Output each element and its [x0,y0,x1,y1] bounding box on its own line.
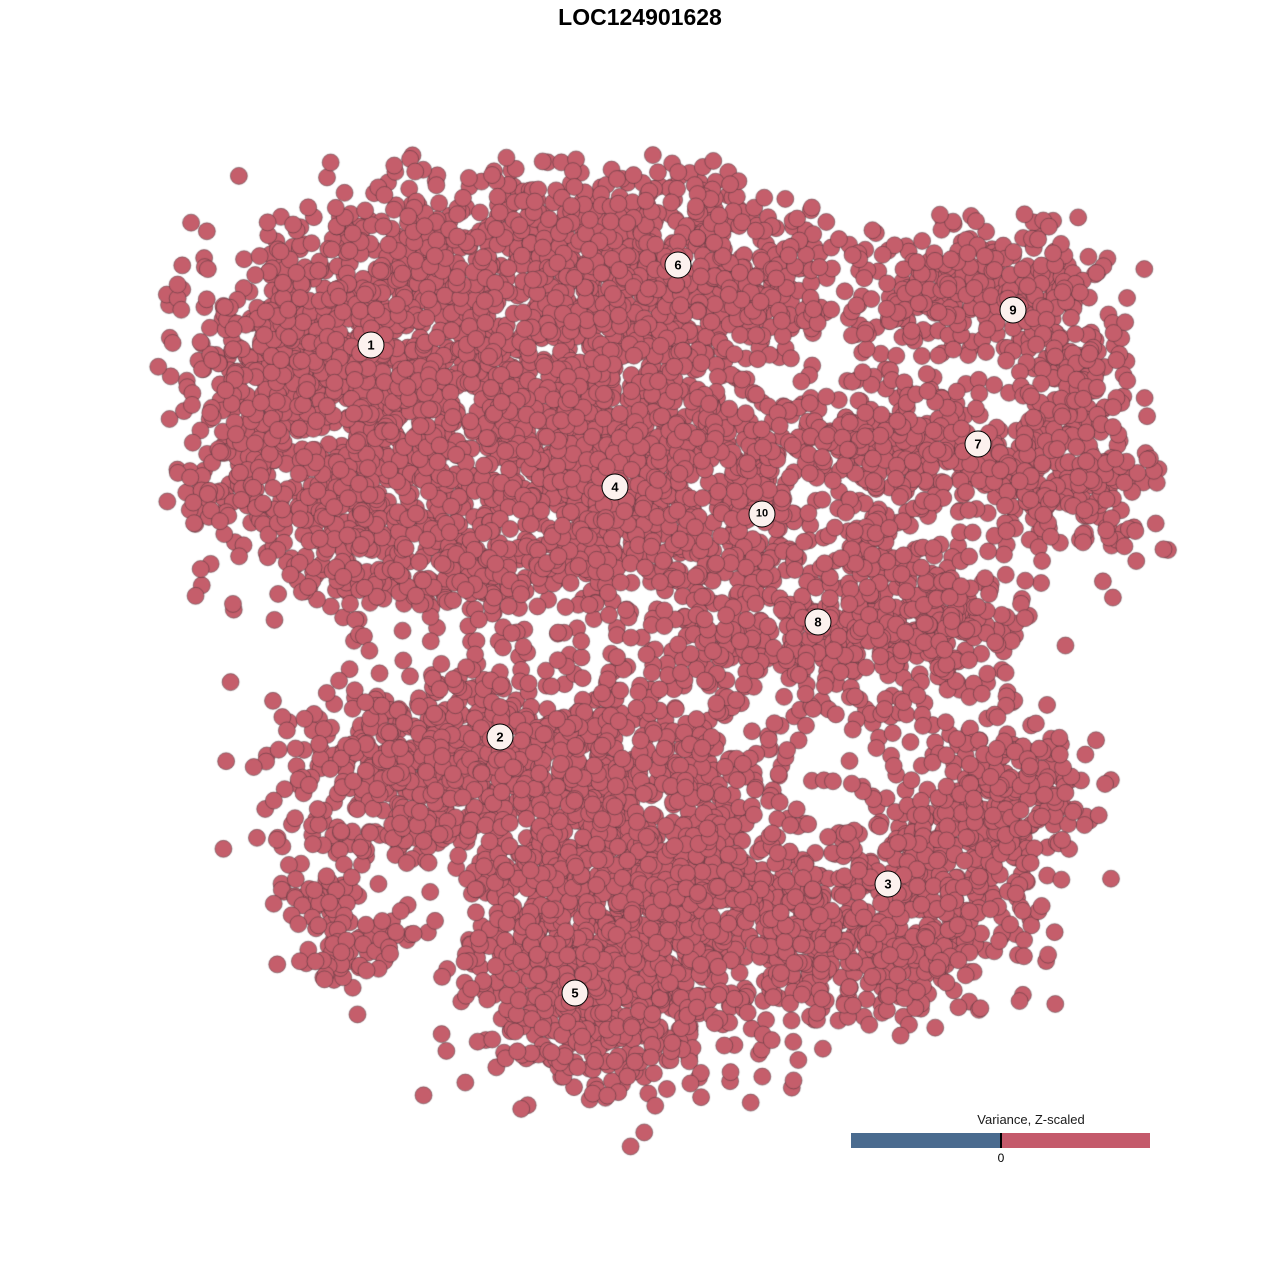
cluster-label-badge: 6 [664,251,692,279]
cluster-label-badge: 1 [357,331,385,359]
cluster-label-badge: 3 [874,870,902,898]
legend-zero-tick-icon [1000,1133,1002,1148]
legend-colorbar [851,1133,1150,1148]
legend-negative-segment [851,1133,1001,1148]
cluster-label-badge: 10 [748,500,776,528]
cluster-label-badge: 9 [999,296,1027,324]
cluster-label-badge: 7 [964,430,992,458]
cluster-label-badge: 4 [601,473,629,501]
cluster-label-badge: 8 [804,608,832,636]
legend-tick-label: 0 [997,1151,1005,1165]
legend-positive-segment [1001,1133,1150,1148]
legend-title: Variance, Z-scaled [977,1112,1085,1127]
cluster-label-badge: 5 [561,979,589,1007]
cluster-label-badge: 2 [486,723,514,751]
